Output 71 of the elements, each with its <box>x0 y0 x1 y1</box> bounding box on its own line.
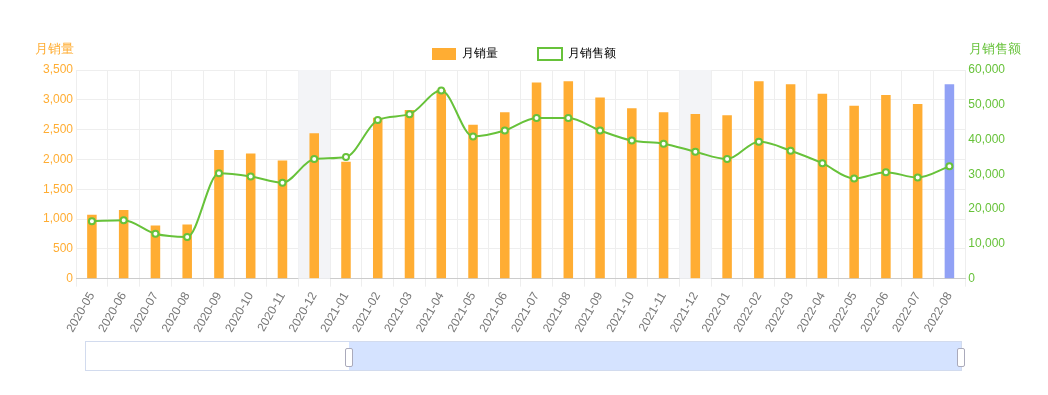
bar <box>785 84 796 279</box>
bar <box>722 115 732 279</box>
point <box>913 173 922 182</box>
y-tick-label: 3,500 <box>43 62 74 77</box>
point <box>723 155 732 164</box>
bar <box>468 124 478 279</box>
y-tick-label: 3,000 <box>43 92 74 107</box>
point <box>564 113 573 122</box>
y2-tick-label: 50,000 <box>968 97 1006 112</box>
bar <box>595 97 605 279</box>
point <box>818 159 827 168</box>
point <box>596 126 605 135</box>
bar <box>277 160 288 279</box>
bar <box>627 108 637 279</box>
y-axis-title: 月销量 <box>34 40 74 56</box>
point <box>437 86 446 95</box>
bar <box>214 149 224 279</box>
bar <box>309 133 319 279</box>
bar <box>87 214 97 279</box>
point <box>278 178 287 187</box>
point <box>532 113 541 122</box>
y-tick-label: 1,000 <box>43 211 74 226</box>
y2-tick-label: 40,000 <box>968 131 1006 146</box>
bar <box>500 112 510 279</box>
bar <box>436 89 447 279</box>
point <box>469 132 478 141</box>
y2-axis-title: 月销售额 <box>969 40 1022 56</box>
bar <box>404 109 415 279</box>
point <box>87 217 96 226</box>
point <box>945 162 954 171</box>
point <box>881 168 890 177</box>
point <box>246 172 255 181</box>
point <box>659 139 668 148</box>
point <box>691 147 700 156</box>
bar <box>372 117 383 279</box>
y-tick-label: 1,500 <box>43 181 74 196</box>
y-tick-label: 2,500 <box>43 121 74 136</box>
bar <box>754 81 764 279</box>
bar <box>531 82 542 279</box>
point <box>850 174 859 183</box>
point <box>310 155 319 164</box>
bar <box>944 84 955 279</box>
y2-tick-label: 0 <box>968 270 976 285</box>
bar <box>817 93 828 279</box>
point <box>373 116 382 125</box>
bar <box>563 81 574 279</box>
bar <box>118 210 129 279</box>
point <box>627 136 636 145</box>
point <box>119 216 128 225</box>
bar <box>341 161 351 279</box>
point <box>786 146 795 155</box>
y2-tick-label: 60,000 <box>968 62 1006 77</box>
point <box>341 152 350 161</box>
bar <box>881 95 891 279</box>
y2-tick-label: 20,000 <box>968 201 1006 216</box>
bar <box>658 112 669 279</box>
point <box>500 126 509 135</box>
y2-tick-label: 30,000 <box>968 166 1006 181</box>
y-tick-label: 500 <box>53 241 74 256</box>
point <box>214 169 223 178</box>
y-tick-label: 2,000 <box>43 151 74 166</box>
point <box>754 137 763 146</box>
bar <box>849 105 859 279</box>
bar <box>245 153 256 279</box>
point <box>151 229 160 238</box>
y2-tick-label: 10,000 <box>968 236 1006 251</box>
legend-label: 月销量 <box>462 46 498 61</box>
legend-label: 月销售额 <box>568 46 616 61</box>
bar <box>912 103 923 279</box>
point <box>405 110 414 119</box>
y-tick-label: 0 <box>66 270 74 285</box>
